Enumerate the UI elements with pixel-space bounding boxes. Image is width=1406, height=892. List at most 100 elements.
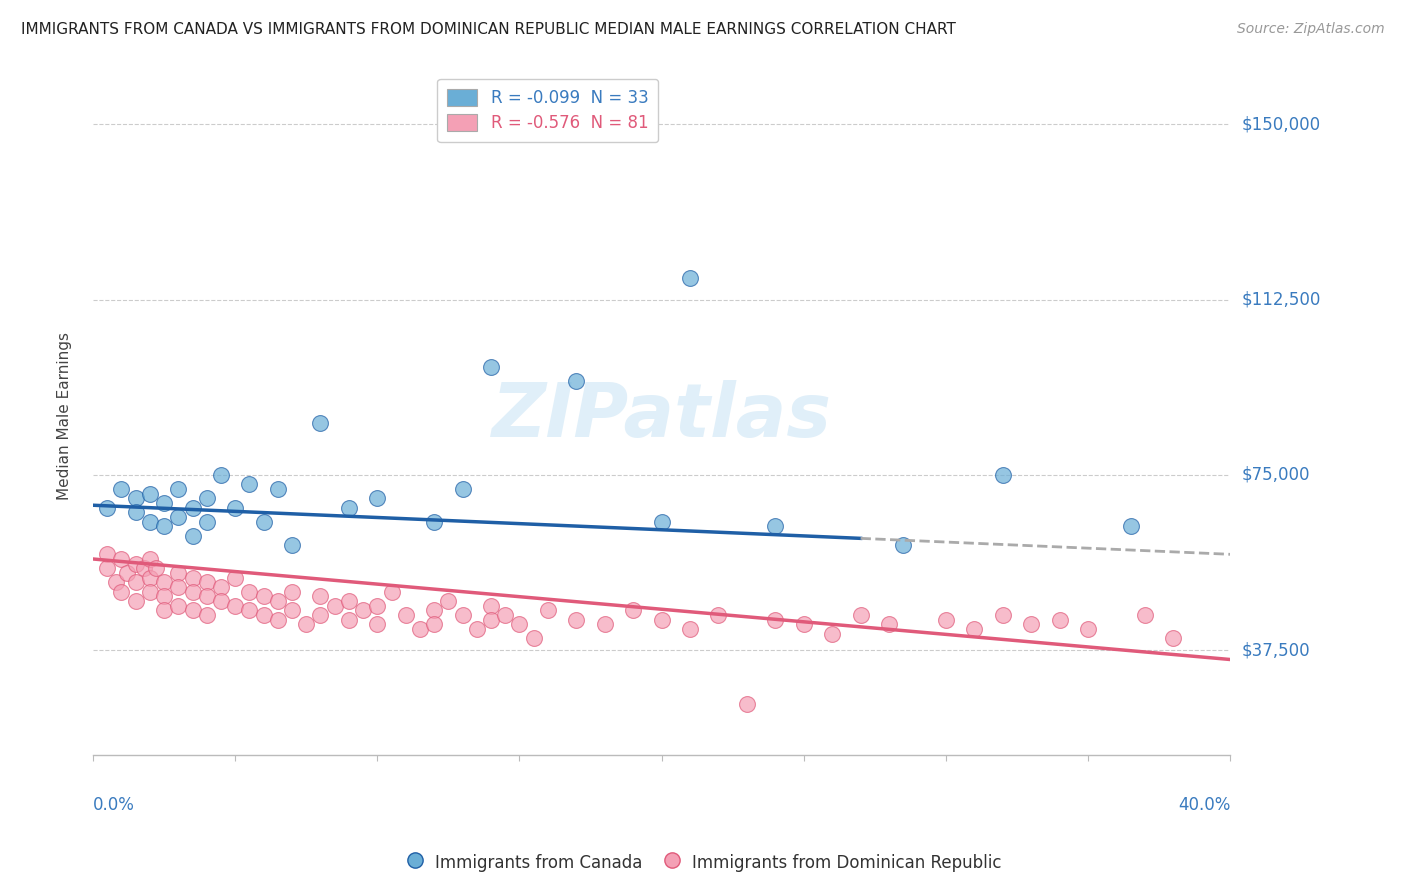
Point — [366, 491, 388, 506]
Point — [991, 608, 1014, 623]
Point — [153, 519, 176, 533]
Point — [181, 603, 204, 617]
Point — [153, 590, 176, 604]
Point — [139, 584, 162, 599]
Point — [167, 509, 190, 524]
Text: Source: ZipAtlas.com: Source: ZipAtlas.com — [1237, 22, 1385, 37]
Point — [96, 500, 118, 515]
Point — [309, 608, 332, 623]
Point — [153, 575, 176, 590]
Text: 40.0%: 40.0% — [1178, 796, 1230, 814]
Point — [224, 500, 246, 515]
Point — [209, 580, 232, 594]
Point — [352, 603, 374, 617]
Point — [479, 360, 502, 375]
Text: 0.0%: 0.0% — [93, 796, 135, 814]
Point — [209, 594, 232, 608]
Point — [337, 594, 360, 608]
Text: $112,500: $112,500 — [1241, 291, 1320, 309]
Point — [963, 622, 986, 636]
Point — [252, 608, 274, 623]
Point — [793, 617, 815, 632]
Point — [110, 584, 132, 599]
Point — [1019, 617, 1042, 632]
Point — [195, 491, 218, 506]
Point — [124, 491, 146, 506]
Point — [267, 482, 290, 496]
Point — [337, 613, 360, 627]
Point — [224, 571, 246, 585]
Point — [167, 599, 190, 613]
Point — [1049, 613, 1071, 627]
Point — [145, 561, 167, 575]
Point — [1119, 519, 1142, 533]
Point — [96, 561, 118, 575]
Point — [139, 486, 162, 500]
Point — [849, 608, 872, 623]
Text: $150,000: $150,000 — [1241, 115, 1320, 133]
Point — [337, 500, 360, 515]
Point — [153, 496, 176, 510]
Point — [139, 571, 162, 585]
Text: $37,500: $37,500 — [1241, 641, 1310, 659]
Point — [621, 603, 644, 617]
Point — [1133, 608, 1156, 623]
Point — [465, 622, 488, 636]
Point — [252, 590, 274, 604]
Point — [891, 538, 914, 552]
Point — [238, 603, 260, 617]
Point — [181, 571, 204, 585]
Point — [763, 519, 786, 533]
Point — [537, 603, 560, 617]
Point — [134, 561, 156, 575]
Point — [366, 599, 388, 613]
Point — [195, 590, 218, 604]
Point — [735, 697, 758, 711]
Point — [821, 627, 844, 641]
Point — [267, 613, 290, 627]
Point — [651, 515, 673, 529]
Point — [494, 608, 516, 623]
Point — [181, 584, 204, 599]
Point — [238, 477, 260, 491]
Point — [281, 603, 304, 617]
Y-axis label: Median Male Earnings: Median Male Earnings — [58, 333, 72, 500]
Point — [153, 603, 176, 617]
Point — [195, 608, 218, 623]
Point — [651, 613, 673, 627]
Point — [124, 594, 146, 608]
Point — [139, 515, 162, 529]
Point — [1077, 622, 1099, 636]
Point — [104, 575, 127, 590]
Legend: Immigrants from Canada, Immigrants from Dominican Republic: Immigrants from Canada, Immigrants from … — [398, 846, 1008, 880]
Point — [366, 617, 388, 632]
Point — [139, 552, 162, 566]
Point — [523, 632, 546, 646]
Point — [565, 613, 588, 627]
Point — [423, 617, 446, 632]
Point — [281, 584, 304, 599]
Point — [409, 622, 432, 636]
Point — [380, 584, 402, 599]
Text: ZIPatlas: ZIPatlas — [492, 380, 831, 453]
Point — [124, 505, 146, 519]
Point — [110, 482, 132, 496]
Point — [479, 613, 502, 627]
Point — [323, 599, 346, 613]
Point — [309, 590, 332, 604]
Point — [1163, 632, 1185, 646]
Point — [238, 584, 260, 599]
Point — [181, 500, 204, 515]
Point — [295, 617, 318, 632]
Point — [281, 538, 304, 552]
Point — [267, 594, 290, 608]
Point — [309, 417, 332, 431]
Point — [395, 608, 418, 623]
Point — [508, 617, 530, 632]
Point — [124, 557, 146, 571]
Point — [96, 547, 118, 561]
Point — [935, 613, 957, 627]
Point — [451, 482, 474, 496]
Point — [451, 608, 474, 623]
Point — [167, 482, 190, 496]
